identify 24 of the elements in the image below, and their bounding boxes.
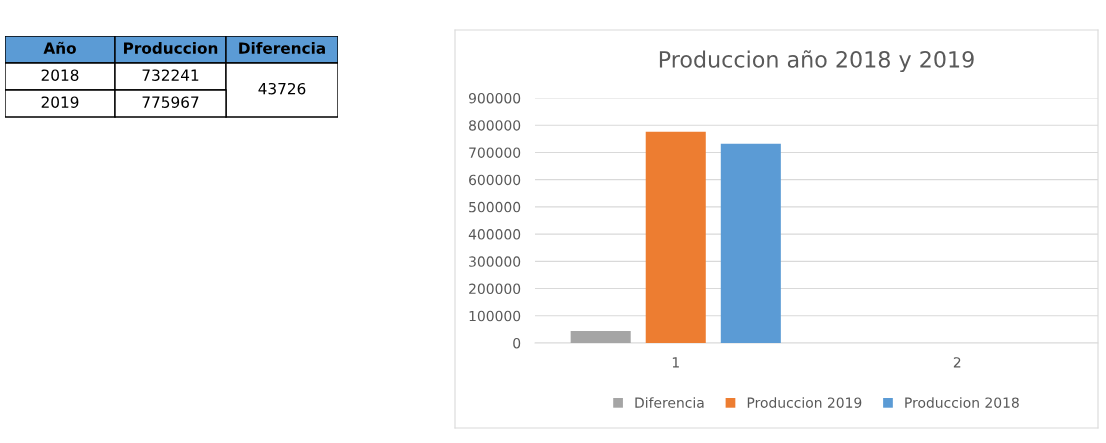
legend-label: Produccion 2019 <box>747 397 862 408</box>
x-tick-label: 1 <box>672 357 679 368</box>
y-tick-label: 500000 <box>469 201 521 213</box>
category-label: Diferencia <box>239 42 325 54</box>
y-tick-label: 300000 <box>469 256 521 267</box>
category-label: Produccion <box>124 42 218 54</box>
x-tick-label: 2 <box>953 357 961 368</box>
y-tick-label: 0 <box>513 337 521 349</box>
text: 775967 <box>142 96 199 108</box>
text: 732241 <box>142 69 199 81</box>
text: 2018 <box>41 69 79 81</box>
text: 2019 <box>41 96 79 108</box>
category-label: Año <box>43 41 76 54</box>
y-tick-label: 200000 <box>469 283 521 295</box>
y-tick-label: 600000 <box>469 174 521 186</box>
y-tick-label: 400000 <box>468 229 521 240</box>
chart-title: Produccion año 2018 y 2019 <box>659 50 974 73</box>
legend-label: Produccion 2018 <box>905 397 1019 408</box>
y-tick-label: 700000 <box>469 147 521 158</box>
y-tick-label: 800000 <box>469 120 521 131</box>
y-tick-label: 900000 <box>468 92 521 104</box>
y-tick-label: 100000 <box>469 310 521 322</box>
text: 43726 <box>258 82 306 95</box>
legend-label: Diferencia <box>635 397 704 408</box>
